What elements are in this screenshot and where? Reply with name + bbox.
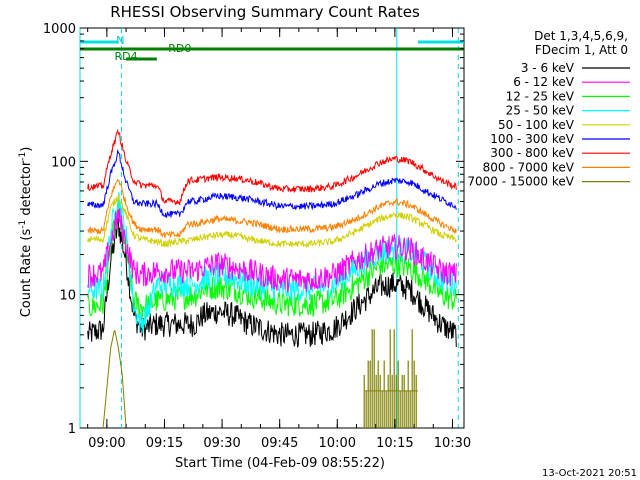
legend-entry-label: 50 - 100 keV [498,118,575,132]
series-line-9 [102,330,127,429]
y-tick-label: 1 [68,422,76,437]
x-tick-label: 09:15 [146,436,183,451]
y-tick-label: 1000 [43,22,76,37]
legend-entry-label: 300 - 800 keV [490,146,574,160]
timestamp: 13-Oct-2021 20:51 [542,468,637,479]
legend: Det 1,3,4,5,6,9,FDecim 1, Att 0 3 - 6 keV… [467,29,630,189]
svg-text:Count Rate (s-1 detector-1): Count Rate (s-1 detector-1) [18,147,34,318]
x-tick-label: 10:00 [319,436,356,451]
y-axis-label: Count Rate (s-1 detector-1) [18,147,34,318]
legend-entry-label: 7000 - 15000 keV [467,175,574,189]
x-tick-label: 09:30 [203,436,240,451]
y-axis-label-mid: detector [19,160,34,220]
legend-entry-label: 25 - 50 keV [506,104,575,118]
x-axis-label: Start Time (04-Feb-09 08:55:22) [175,456,385,471]
series-line-5 [87,194,457,249]
legend-header-line-2: FDecim 1, Att 0 [535,43,628,57]
y-tick-label: 10 [59,289,76,304]
legend-entry-label: 6 - 12 keV [513,75,575,89]
y-axis-label-sup1: -1 [18,220,28,229]
chart-title: RHESSI Observing Summary Count Rates [110,3,420,21]
night-label: N [116,34,124,47]
plot-area: N RD0 RD4 1 10 100 1000 09:00 09:15 09:30 09:45 10:… [43,22,471,451]
x-tick-label: 10:15 [376,436,413,451]
y-axis-label-sup2: -1 [18,152,28,161]
rd0-label: RD0 [168,42,191,55]
high-energy-burst-1 [363,329,418,428]
y-tick-label: 100 [51,155,76,170]
series-line-7 [87,128,457,206]
legend-header-line-1: Det 1,3,4,5,6,9, [534,29,628,43]
legend-entry-label: 100 - 300 keV [490,132,574,146]
series-line-8 [87,178,457,239]
x-tick-label: 09:45 [261,436,298,451]
series-line-6 [87,148,457,218]
series-line-2 [87,208,457,293]
x-tick-label: 09:00 [88,436,125,451]
legend-entry-label: 3 - 6 keV [521,61,575,75]
y-axis-label-main: Count Rate (s [19,229,34,318]
x-tick-label: 10:30 [434,436,471,451]
rd4-label: RD4 [114,50,137,63]
legend-entry-label: 12 - 25 keV [506,89,575,103]
series-line-1 [87,217,457,348]
legend-entry-label: 800 - 7000 keV [483,160,575,174]
y-axis-label-end: ) [19,147,34,152]
